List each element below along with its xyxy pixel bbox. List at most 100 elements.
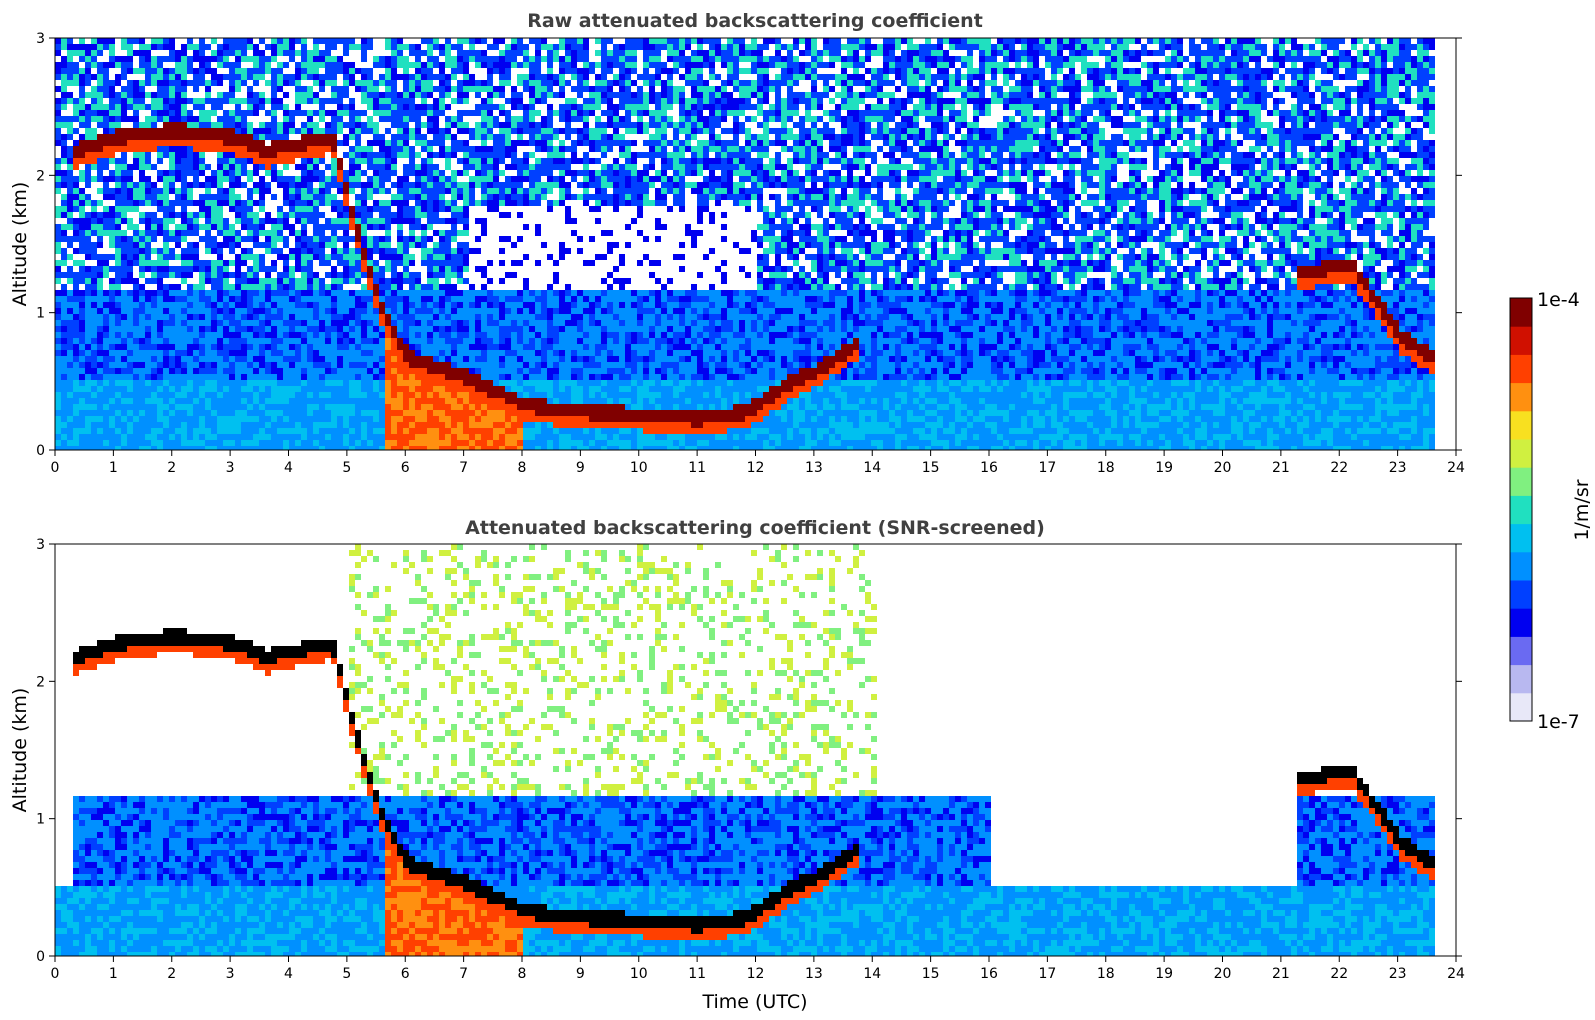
- heatmap-cell: [337, 206, 343, 212]
- heatmap-cell: [127, 434, 133, 440]
- heatmap-cell: [115, 74, 121, 80]
- heatmap-cell: [187, 254, 193, 260]
- heatmap-cell: [247, 188, 253, 194]
- heatmap-cell: [67, 440, 73, 446]
- heatmap-cell: [463, 218, 469, 224]
- heatmap-cell: [187, 386, 193, 392]
- heatmap-cell: [157, 74, 163, 80]
- heatmap-cell: [247, 86, 253, 92]
- heatmap-cell: [451, 170, 457, 176]
- heatmap-cell: [463, 170, 469, 176]
- heatmap-cell: [109, 326, 115, 332]
- heatmap-cell: [385, 350, 391, 356]
- heatmap-cell: [73, 50, 79, 56]
- heatmap-cell: [97, 212, 103, 218]
- heatmap-cell: [157, 38, 163, 44]
- heatmap-cell: [391, 182, 397, 188]
- heatmap-cell: [391, 92, 397, 98]
- heatmap-cell: [145, 230, 151, 236]
- heatmap-cell: [313, 284, 319, 290]
- heatmap-cell: [331, 158, 337, 164]
- heatmap-cell: [85, 224, 91, 230]
- heatmap-cell: [259, 68, 265, 74]
- heatmap-cell: [247, 416, 253, 422]
- heatmap-cell: [505, 290, 511, 296]
- heatmap-cell: [103, 74, 109, 80]
- heatmap-cell: [91, 440, 97, 446]
- heatmap-cell: [385, 212, 391, 218]
- heatmap-cell: [355, 398, 361, 404]
- heatmap-cell: [499, 446, 505, 450]
- heatmap-cell: [73, 194, 79, 200]
- heatmap-cell: [463, 74, 469, 80]
- heatmap-cell: [517, 92, 523, 98]
- heatmap-cell: [121, 434, 127, 440]
- heatmap-cell: [127, 104, 133, 110]
- heatmap-cell: [481, 404, 487, 410]
- heatmap-cell: [415, 212, 421, 218]
- heatmap-cell: [133, 278, 139, 284]
- heatmap-cell: [319, 314, 325, 320]
- heatmap-cell: [133, 440, 139, 446]
- heatmap-cell: [409, 410, 415, 416]
- heatmap-cell: [55, 326, 61, 332]
- heatmap-cell: [259, 434, 265, 440]
- heatmap-cell: [445, 104, 451, 110]
- heatmap-cell: [463, 356, 469, 362]
- heatmap-cell: [187, 356, 193, 362]
- heatmap-cell: [127, 182, 133, 188]
- heatmap-cell: [409, 158, 415, 164]
- heatmap-cell: [103, 362, 109, 368]
- heatmap-cell: [349, 296, 355, 302]
- heatmap-cell: [313, 200, 319, 206]
- heatmap-cell: [139, 404, 145, 410]
- heatmap-cell: [121, 38, 127, 44]
- heatmap-cell: [205, 314, 211, 320]
- heatmap-cell: [139, 158, 145, 164]
- heatmap-cell: [127, 146, 133, 152]
- heatmap-cell: [235, 326, 241, 332]
- heatmap-cell: [463, 296, 469, 302]
- heatmap-cell: [403, 206, 409, 212]
- heatmap-cell: [55, 446, 61, 450]
- heatmap-cell: [367, 374, 373, 380]
- heatmap-cell: [331, 374, 337, 380]
- heatmap-cell: [433, 428, 439, 434]
- heatmap-cell: [121, 200, 127, 206]
- heatmap-cell: [553, 278, 559, 284]
- heatmap-cell: [175, 152, 181, 158]
- heatmap-cell: [289, 326, 295, 332]
- heatmap-cell: [295, 314, 301, 320]
- heatmap-cell: [55, 320, 61, 326]
- heatmap-cell: [463, 110, 469, 116]
- heatmap-cell: [295, 290, 301, 296]
- heatmap-cell: [193, 380, 199, 386]
- heatmap-cell: [439, 386, 445, 392]
- heatmap-cell: [67, 50, 73, 56]
- heatmap-cell: [301, 332, 307, 338]
- heatmap-cell: [265, 308, 271, 314]
- heatmap-cell: [163, 194, 169, 200]
- heatmap-cell: [109, 362, 115, 368]
- heatmap-cell: [403, 344, 409, 350]
- heatmap-cell: [385, 188, 391, 194]
- heatmap-cell: [547, 320, 553, 326]
- heatmap-cell: [181, 92, 187, 98]
- heatmap-cell: [373, 440, 379, 446]
- heatmap-cell: [463, 200, 469, 206]
- heatmap-cell: [205, 440, 211, 446]
- heatmap-cell: [151, 218, 157, 224]
- heatmap-cell: [313, 302, 319, 308]
- heatmap-cell: [85, 356, 91, 362]
- heatmap-cell: [361, 128, 367, 134]
- heatmap-cell: [343, 170, 349, 176]
- heatmap-cell: [391, 152, 397, 158]
- heatmap-cell: [487, 188, 493, 194]
- heatmap-cell: [445, 278, 451, 284]
- heatmap-cell: [349, 170, 355, 176]
- heatmap-cell: [385, 320, 391, 326]
- heatmap-cell: [115, 410, 121, 416]
- heatmap-cell: [121, 140, 127, 146]
- heatmap-cell: [337, 440, 343, 446]
- heatmap-cell: [97, 176, 103, 182]
